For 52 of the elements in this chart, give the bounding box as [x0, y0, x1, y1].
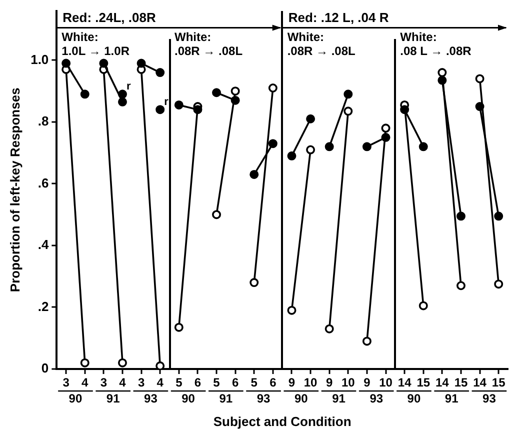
x-tick-label: 9 [288, 376, 296, 390]
annotation: White: .08R → .08L [174, 30, 243, 58]
x-tick-label: 5 [213, 376, 220, 390]
x-tick-label: 3 [138, 376, 145, 390]
text: 91 [106, 391, 120, 406]
y-axis-title: Proportion of left-key Responses [7, 88, 22, 292]
text: 90 [294, 391, 308, 406]
x-tick-label: 5 [176, 376, 183, 390]
annotation: White: 1.0L → 1.0R [62, 30, 130, 58]
annotation: Red: .12 L, .04 R [288, 10, 390, 25]
x-tick-label: 5 [250, 376, 258, 390]
x-tick-label: 10 [341, 376, 356, 390]
x-tick-label: 3 [62, 376, 70, 390]
x-tick-label: 15 [416, 376, 430, 390]
x-tick-label: 4 [119, 376, 126, 390]
x-tick-label: 9 [364, 376, 371, 390]
y-tick-label: .6 [38, 175, 49, 190]
x-axis-title: Subject and Condition [213, 414, 352, 429]
text: 91 [219, 391, 233, 406]
x-tick-label: 15 [454, 376, 468, 390]
annotation: White: .08R → .08L [287, 30, 356, 58]
x-tick-label: 6 [270, 376, 277, 390]
text: 93 [482, 391, 496, 406]
text: 90 [68, 391, 82, 406]
x-tick-label: 6 [232, 376, 239, 390]
annotation: r [164, 96, 170, 108]
x-tick-label: 4 [156, 376, 164, 390]
annotation: r [126, 80, 132, 93]
y-tick-label: .2 [38, 298, 49, 314]
x-tick-label: 10 [379, 376, 393, 390]
annotation: Red: .24L, .08R [62, 10, 156, 25]
x-tick-label: 14 [436, 376, 450, 390]
text: 93 [256, 391, 271, 406]
x-tick-label: 10 [304, 376, 318, 390]
y-tick-label: 1.0 [30, 52, 49, 67]
text: 93 [370, 391, 384, 406]
text: 91 [444, 391, 459, 406]
x-tick-label: 14 [398, 376, 412, 390]
text: 90 [407, 391, 421, 406]
x-tick-label: 14 [473, 376, 487, 390]
x-tick-label: 9 [326, 376, 334, 390]
text: 90 [182, 391, 196, 406]
y-tick-label: 0 [41, 360, 49, 376]
x-tick-label: 3 [100, 376, 108, 390]
text: 91 [332, 391, 346, 406]
y-tick-label: .8 [38, 114, 49, 129]
annotation: White: .08 L → .08R [400, 30, 472, 58]
text: 93 [144, 391, 158, 406]
x-tick-label: 15 [492, 376, 506, 390]
y-tick-label: .4 [38, 237, 50, 252]
x-tick-label: 4 [82, 376, 89, 390]
x-tick-label: 6 [194, 376, 202, 390]
